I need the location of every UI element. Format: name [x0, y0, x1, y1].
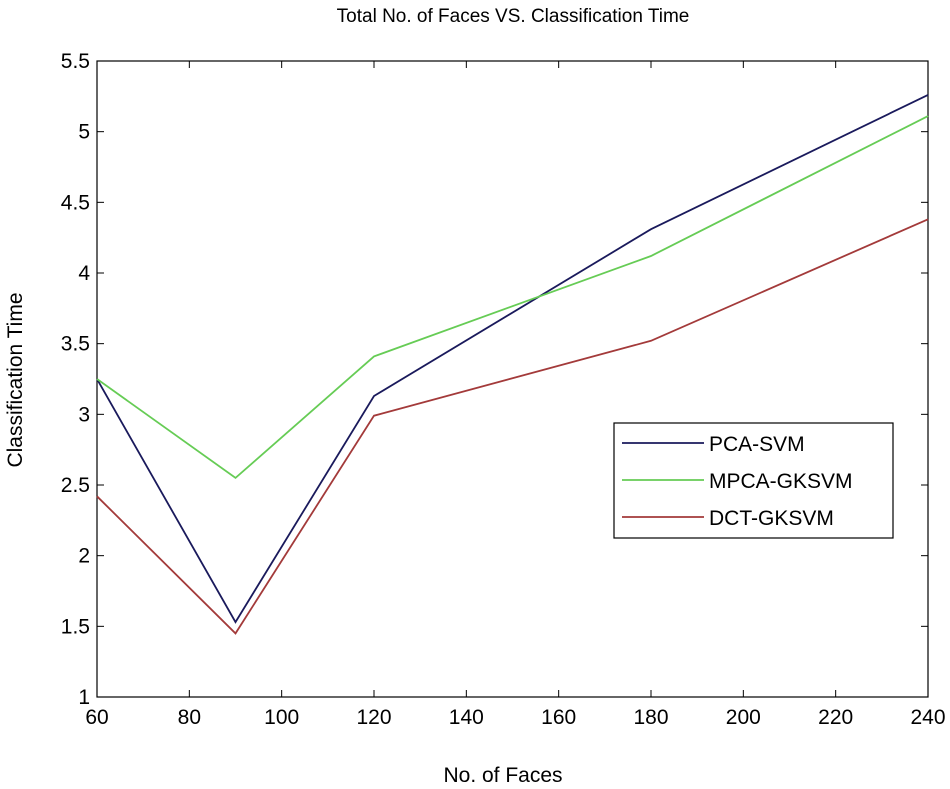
legend-label: MPCA-GKSVM — [709, 470, 853, 493]
y-tick-label: 4.5 — [61, 191, 90, 214]
series-line-pca-svm — [96, 94, 929, 624]
x-tick-label: 120 — [356, 706, 391, 729]
x-tick-label: 240 — [910, 706, 945, 729]
x-tick-label: 140 — [449, 706, 484, 729]
y-tick-label: 2 — [78, 545, 90, 568]
x-axis: 60 80 100 120 140 160 180 200 220 240 — [85, 61, 946, 729]
y-tick-label: 1 — [78, 686, 90, 709]
series-lines — [96, 94, 929, 635]
chart-title: Total No. of Faces VS. Classification Ti… — [337, 6, 690, 27]
x-tick-label: 200 — [726, 706, 761, 729]
x-tick-label: 160 — [541, 706, 576, 729]
x-tick-label: 60 — [85, 706, 108, 729]
y-tick-label: 4 — [78, 262, 90, 285]
y-tick-label: 1.5 — [61, 615, 90, 638]
legend: PCA-SVM MPCA-GKSVM DCT-GKSVM — [613, 422, 894, 539]
y-tick-label: 5 — [78, 121, 90, 144]
series-line-dct-gksvm — [96, 218, 929, 635]
legend-label: DCT-GKSVM — [709, 507, 834, 530]
legend-label: PCA-SVM — [709, 433, 805, 456]
y-tick-label: 3 — [78, 403, 90, 426]
x-tick-label: 180 — [633, 706, 668, 729]
y-tick-label: 3.5 — [61, 333, 90, 356]
y-axis: 1 1.5 2 2.5 3 3.5 4 4.5 5 5.5 — [61, 50, 928, 709]
y-tick-label: 2.5 — [61, 474, 90, 497]
x-tick-label: 80 — [178, 706, 201, 729]
x-axis-title: No. of Faces — [443, 764, 562, 787]
y-axis-title: Classification Time — [4, 292, 27, 467]
x-tick-label: 100 — [264, 706, 299, 729]
series-line-mpca-gksvm — [96, 115, 929, 480]
y-tick-label: 5.5 — [61, 50, 90, 73]
x-tick-label: 220 — [818, 706, 853, 729]
